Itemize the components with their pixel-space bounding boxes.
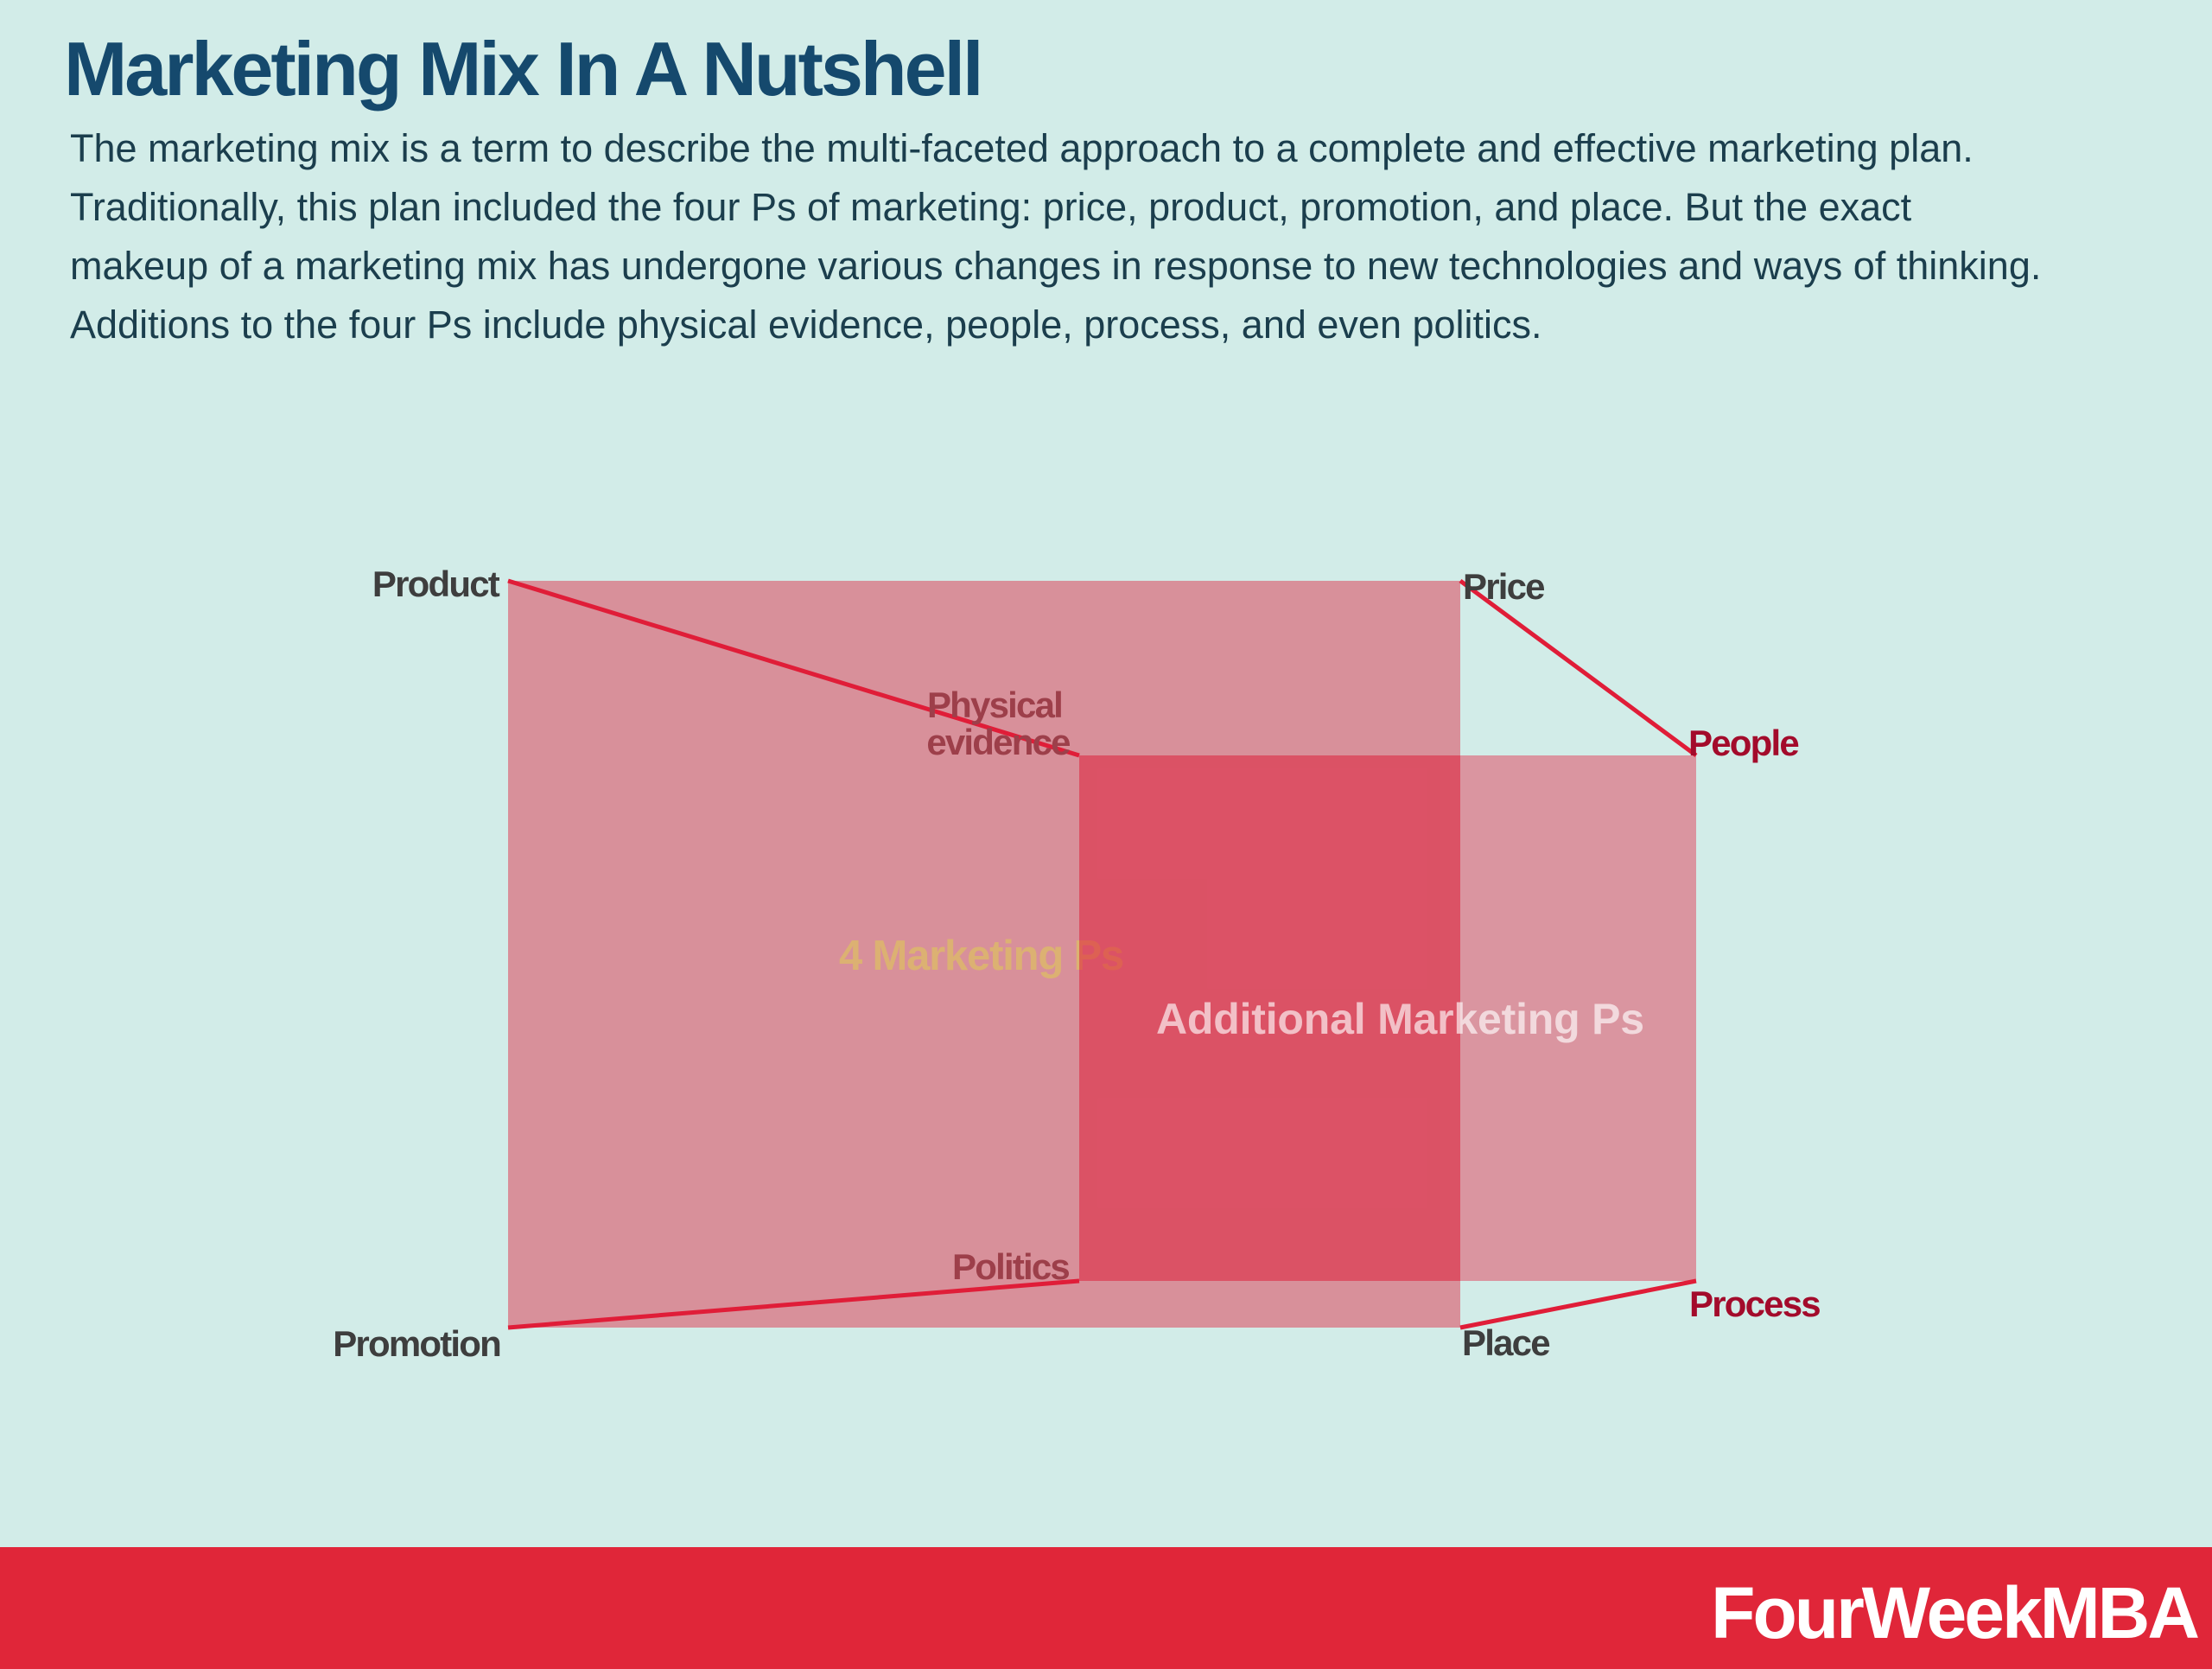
svg-text:4 Marketing Ps: 4 Marketing Ps [839, 933, 1123, 979]
svg-text:Process: Process [1689, 1284, 1820, 1324]
svg-text:Physical: Physical [927, 685, 1062, 725]
svg-text:Promotion: Promotion [333, 1323, 500, 1364]
svg-text:People: People [1688, 723, 1798, 763]
svg-text:Place: Place [1462, 1322, 1549, 1363]
svg-text:Price: Price [1463, 566, 1544, 607]
svg-text:Product: Product [372, 564, 500, 604]
svg-text:Politics: Politics [952, 1246, 1069, 1287]
svg-text:Additional Marketing Ps: Additional Marketing Ps [1156, 995, 1644, 1043]
svg-text:evidence: evidence [926, 722, 1070, 762]
